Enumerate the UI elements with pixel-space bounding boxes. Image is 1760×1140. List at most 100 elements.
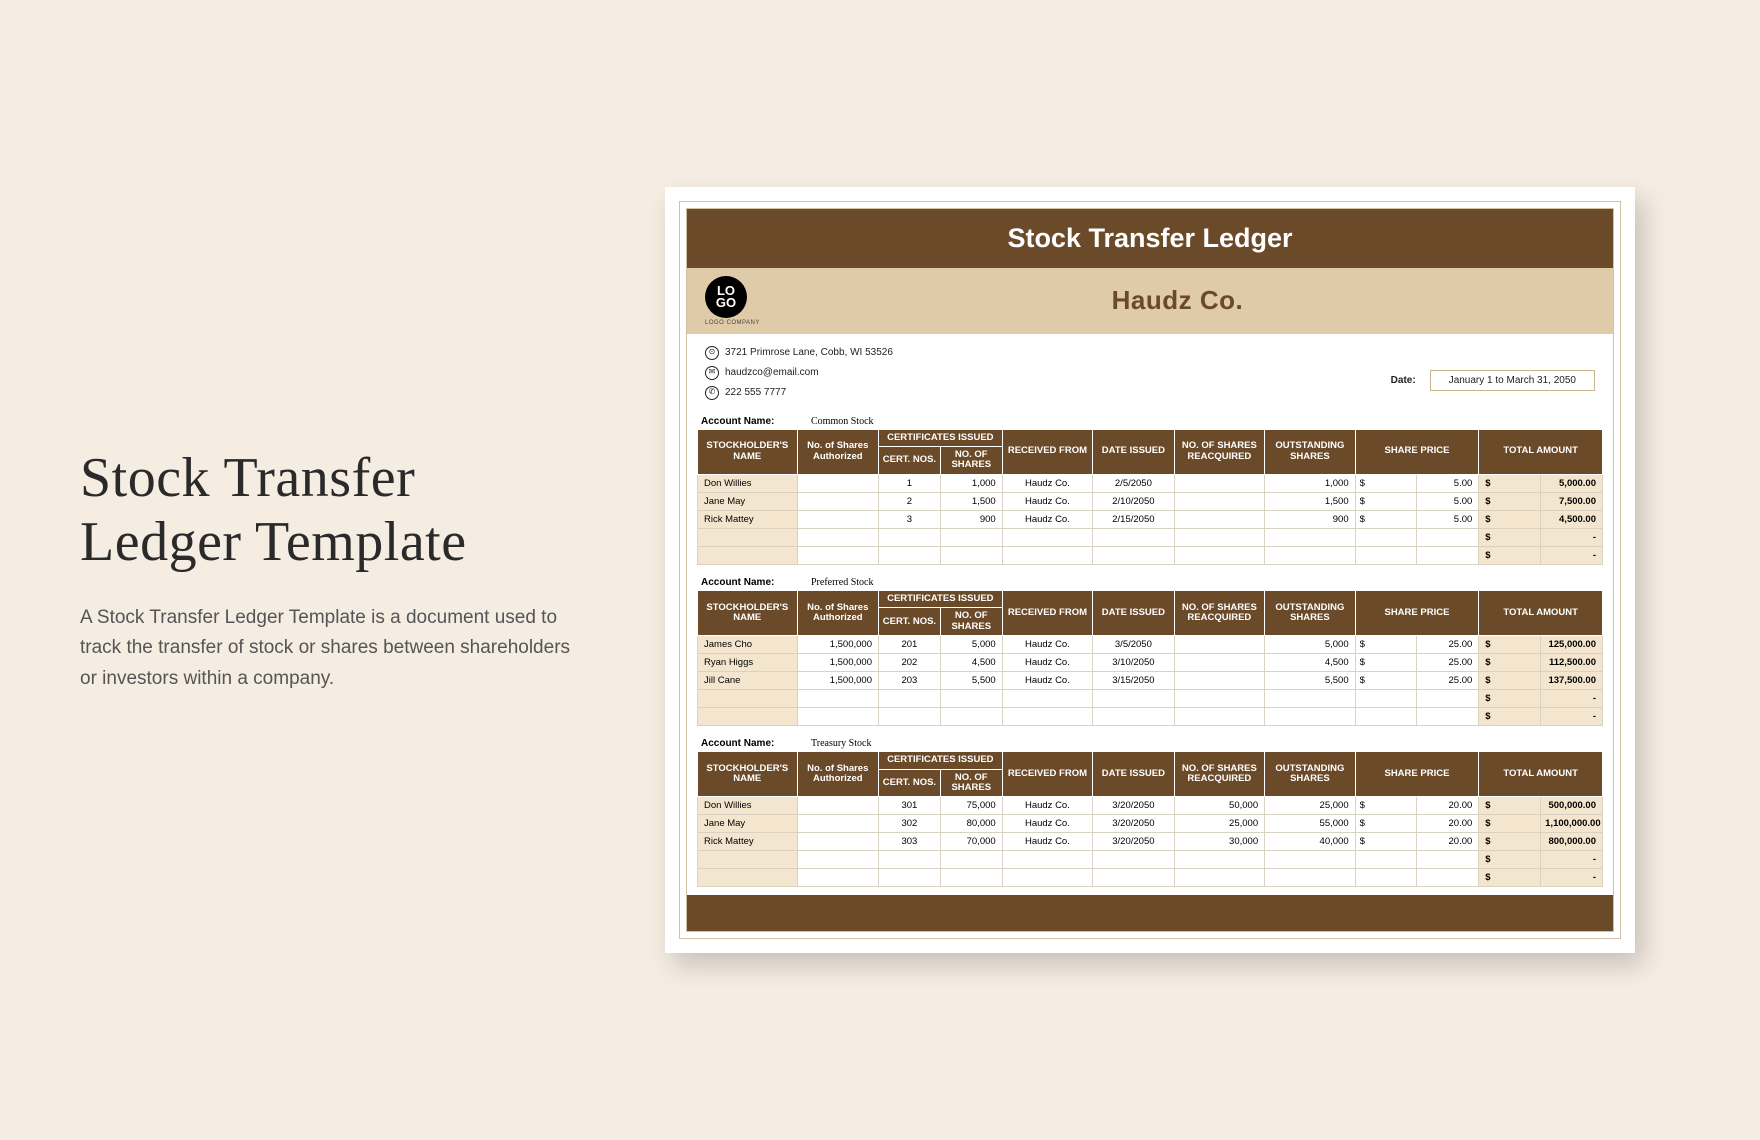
cell-recv <box>1002 528 1093 546</box>
cell-price <box>1417 690 1479 708</box>
cell-date: 2/5/2050 <box>1093 474 1174 492</box>
ledger-table: STOCKHOLDER'S NAMENo. of Shares Authoriz… <box>697 429 1603 565</box>
cell-name <box>698 546 798 564</box>
document-preview: Stock Transfer Ledger LOGO LOGO COMPANY … <box>665 187 1635 954</box>
ledger-section: Account Name:Common StockSTOCKHOLDER'S N… <box>687 406 1613 567</box>
cell-out: 25,000 <box>1265 797 1356 815</box>
cell-cert <box>878 708 940 726</box>
cell-total: 7,500.00 <box>1541 492 1603 510</box>
cell-cert: 302 <box>878 815 940 833</box>
cell-nshares: 80,000 <box>940 815 1002 833</box>
cell-date: 2/15/2050 <box>1093 510 1174 528</box>
cell-currency: $ <box>1355 797 1417 815</box>
cell-nshares <box>940 869 1002 887</box>
account-label: Account Name: <box>701 738 811 749</box>
cell-out: 900 <box>1265 510 1356 528</box>
cell-reacq <box>1174 546 1265 564</box>
col-price: SHARE PRICE <box>1355 590 1479 635</box>
cell-auth <box>797 815 878 833</box>
cell-reacq <box>1174 636 1265 654</box>
cell-total-currency: $ <box>1479 528 1541 546</box>
cell-name <box>698 528 798 546</box>
col-outstanding: OUTSTANDING SHARES <box>1265 752 1356 797</box>
cell-currency <box>1355 708 1417 726</box>
cell-out <box>1265 708 1356 726</box>
cell-name: Don Willies <box>698 474 798 492</box>
cell-date <box>1093 546 1174 564</box>
cell-nshares: 70,000 <box>940 833 1002 851</box>
col-certificates: CERTIFICATES ISSUED <box>878 752 1002 769</box>
logo-subtext: LOGO COMPANY <box>705 320 760 326</box>
cell-total: 137,500.00 <box>1541 672 1603 690</box>
col-received: RECEIVED FROM <box>1002 752 1093 797</box>
ledger-title: Stock Transfer Ledger <box>687 209 1613 268</box>
contact-info: ⊙3721 Primrose Lane, Cobb, WI 53526 ✉hau… <box>705 344 893 404</box>
col-authorized: No. of Shares Authorized <box>797 590 878 635</box>
logo-block: LOGO LOGO COMPANY <box>705 276 760 326</box>
company-name: Haudz Co. <box>760 285 1595 316</box>
col-outstanding: OUTSTANDING SHARES <box>1265 429 1356 474</box>
ledger-section: Account Name:Treasury StockSTOCKHOLDER'S… <box>687 728 1613 889</box>
cell-total: - <box>1541 528 1603 546</box>
cell-cert <box>878 851 940 869</box>
table-row: $- <box>698 708 1603 726</box>
cell-total-currency: $ <box>1479 636 1541 654</box>
cell-reacq <box>1174 654 1265 672</box>
col-noshares: NO. OF SHARES <box>940 608 1002 636</box>
cell-price: 25.00 <box>1417 672 1479 690</box>
table-row: Jill Cane1,500,0002035,500Haudz Co.3/15/… <box>698 672 1603 690</box>
col-certnos: CERT. NOS. <box>878 446 940 474</box>
account-name-row: Account Name:Common Stock <box>697 412 1603 429</box>
cell-out: 5,500 <box>1265 672 1356 690</box>
cell-name <box>698 869 798 887</box>
email: haudzco@email.com <box>725 364 819 382</box>
phone: 222 555 7777 <box>725 384 786 402</box>
cell-price: 20.00 <box>1417 833 1479 851</box>
cell-currency <box>1355 528 1417 546</box>
cell-cert: 201 <box>878 636 940 654</box>
col-date: DATE ISSUED <box>1093 590 1174 635</box>
table-row: Don Willies11,000Haudz Co.2/5/20501,000$… <box>698 474 1603 492</box>
col-total: TOTAL AMOUNT <box>1479 590 1603 635</box>
col-reacquired: NO. OF SHARES REACQUIRED <box>1174 752 1265 797</box>
col-stockholder: STOCKHOLDER'S NAME <box>698 590 798 635</box>
cell-recv: Haudz Co. <box>1002 510 1093 528</box>
account-value: Preferred Stock <box>811 577 873 588</box>
table-row: $- <box>698 869 1603 887</box>
location-icon: ⊙ <box>705 346 719 360</box>
cell-auth: 1,500,000 <box>797 672 878 690</box>
cell-name: Don Willies <box>698 797 798 815</box>
cell-reacq: 50,000 <box>1174 797 1265 815</box>
cell-total-currency: $ <box>1479 797 1541 815</box>
cell-auth: 1,500,000 <box>797 654 878 672</box>
cell-date <box>1093 690 1174 708</box>
cell-reacq <box>1174 528 1265 546</box>
cell-auth <box>797 528 878 546</box>
cell-out: 5,000 <box>1265 636 1356 654</box>
table-row: $- <box>698 851 1603 869</box>
cell-nshares: 5,000 <box>940 636 1002 654</box>
cell-reacq <box>1174 474 1265 492</box>
cell-auth <box>797 708 878 726</box>
cell-recv <box>1002 690 1093 708</box>
col-authorized: No. of Shares Authorized <box>797 429 878 474</box>
cell-currency: $ <box>1355 510 1417 528</box>
cell-cert: 202 <box>878 654 940 672</box>
cell-price: 20.00 <box>1417 797 1479 815</box>
cell-cert: 301 <box>878 797 940 815</box>
cell-date: 2/10/2050 <box>1093 492 1174 510</box>
cell-price: 5.00 <box>1417 474 1479 492</box>
cell-total: 800,000.00 <box>1541 833 1603 851</box>
table-row: $- <box>698 690 1603 708</box>
cell-date <box>1093 528 1174 546</box>
cell-recv: Haudz Co. <box>1002 833 1093 851</box>
col-price: SHARE PRICE <box>1355 429 1479 474</box>
date-label: Date: <box>1391 375 1416 386</box>
cell-total-currency: $ <box>1479 492 1541 510</box>
date-block: Date: January 1 to March 31, 2050 <box>1391 358 1595 404</box>
ledger-table: STOCKHOLDER'S NAMENo. of Shares Authoriz… <box>697 590 1603 726</box>
col-noshares: NO. OF SHARES <box>940 446 1002 474</box>
cell-price <box>1417 546 1479 564</box>
table-row: Don Willies30175,000Haudz Co.3/20/205050… <box>698 797 1603 815</box>
account-value: Common Stock <box>811 416 874 427</box>
